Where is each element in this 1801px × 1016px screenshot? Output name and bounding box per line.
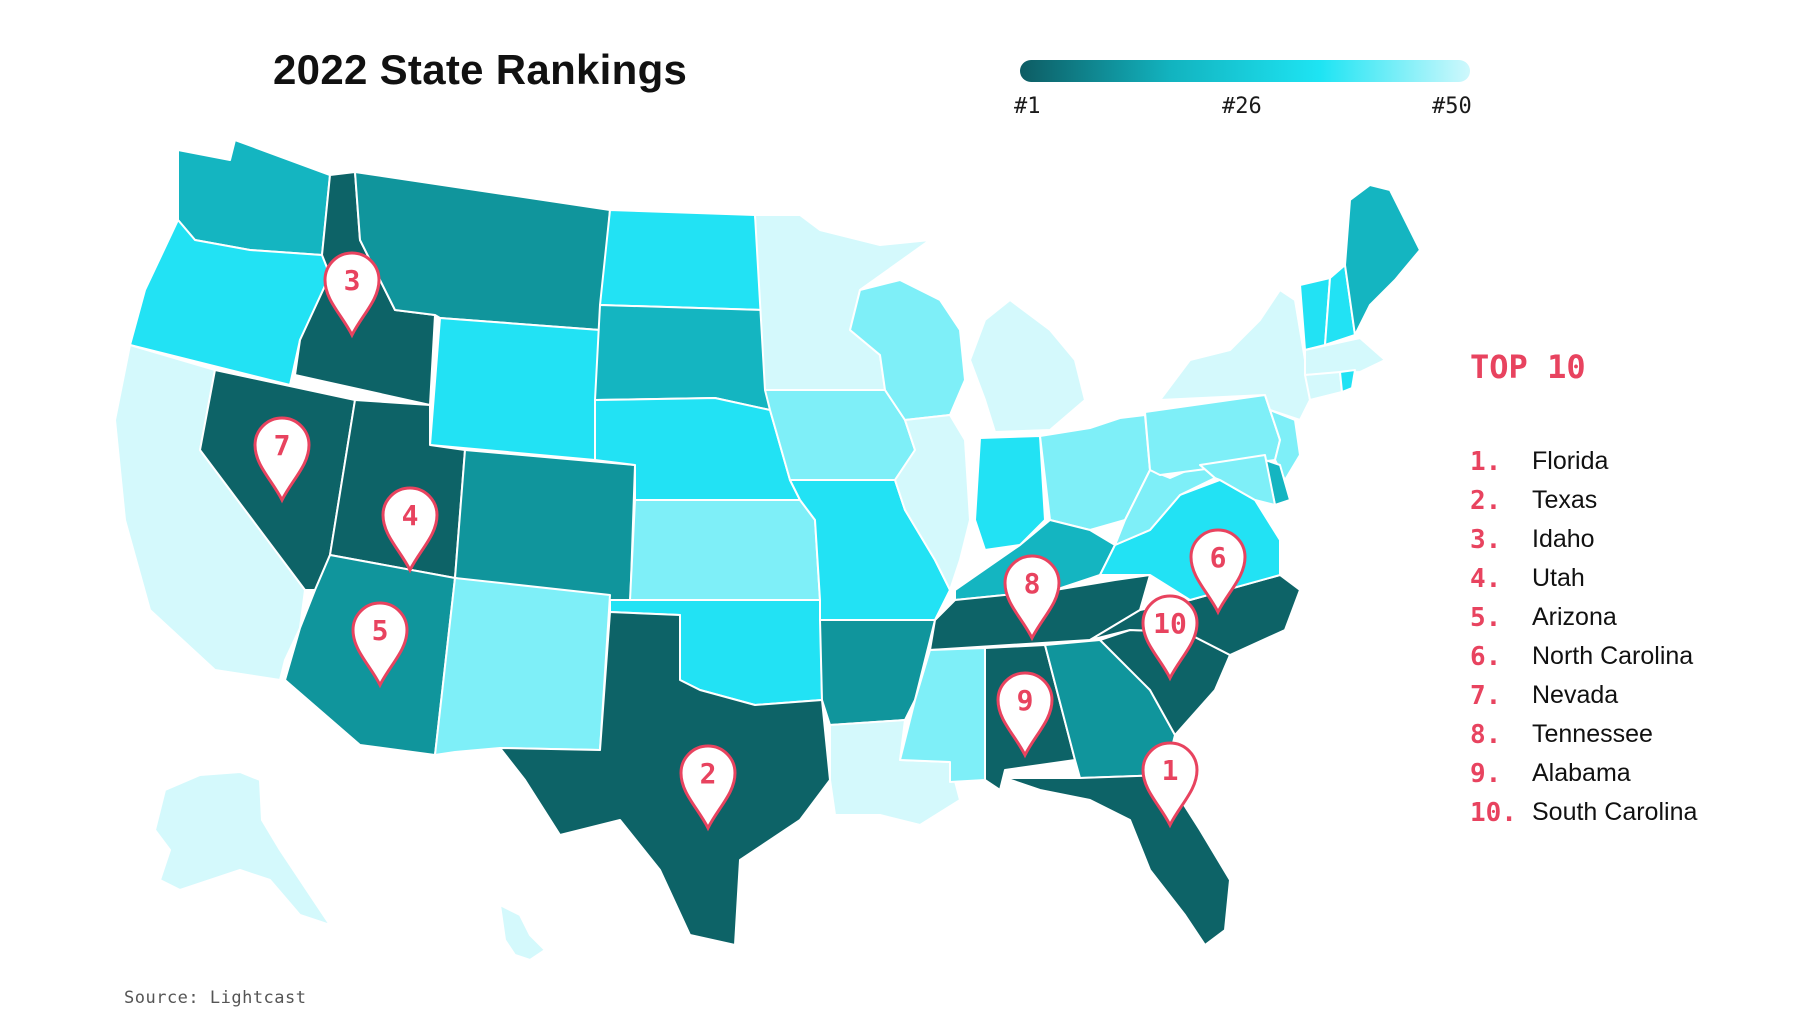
state-hawaii[interactable] — [499, 904, 546, 961]
state-south-dakota[interactable] — [594, 304, 771, 411]
state-texas[interactable] — [499, 611, 831, 946]
state-maryland[interactable] — [1199, 454, 1276, 506]
state-connecticut[interactable] — [1304, 371, 1343, 401]
list-item: 2. Texas — [1470, 481, 1697, 520]
state-kansas[interactable] — [629, 499, 821, 601]
state-name: South Carolina — [1532, 798, 1698, 826]
state-washington[interactable] — [177, 139, 331, 256]
legend-tick-middle: #26 — [1222, 94, 1262, 119]
list-item: 4. Utah — [1470, 559, 1697, 598]
state-massachusetts[interactable] — [1304, 337, 1386, 376]
map-title: 2022 State Rankings — [273, 46, 688, 93]
rank-color-scale — [1020, 60, 1470, 82]
pin-rank-label: 5 — [372, 614, 389, 647]
rank-pin-9[interactable]: 9 — [996, 671, 1054, 759]
state-north-dakota[interactable] — [599, 209, 766, 311]
list-item: 7. Nevada — [1470, 676, 1697, 715]
map-pin-icon — [1141, 594, 1199, 682]
rank-pin-1[interactable]: 1 — [1141, 741, 1199, 829]
state-iowa[interactable] — [764, 389, 916, 481]
state-name: Tennessee — [1532, 720, 1653, 748]
map-pin-icon — [1189, 528, 1247, 616]
map-pin-icon — [1003, 554, 1061, 642]
rank-number: 6. — [1470, 641, 1502, 672]
state-name: Nevada — [1532, 681, 1619, 709]
legend-tick-first: #1 — [1014, 94, 1041, 119]
state-rhode-island[interactable] — [1339, 369, 1356, 393]
state-name: North Carolina — [1532, 642, 1694, 670]
map-pin-icon — [679, 744, 737, 832]
state-alaska[interactable] — [154, 771, 331, 926]
map-pin-icon — [253, 416, 311, 504]
state-maine[interactable] — [1344, 184, 1421, 336]
rank-pin-4[interactable]: 4 — [381, 486, 439, 574]
map-pin-icon — [1141, 741, 1199, 829]
map-pin-icon — [323, 251, 381, 339]
pin-rank-label: 4 — [402, 499, 419, 532]
state-montana[interactable] — [354, 171, 611, 331]
state-name: Utah — [1532, 564, 1585, 592]
list-item: 3. Idaho — [1470, 520, 1697, 559]
pin-rank-label: 9 — [1017, 684, 1034, 717]
pin-rank-label: 7 — [274, 429, 291, 462]
map-pin-icon — [351, 601, 409, 689]
rank-number: 4. — [1470, 563, 1502, 594]
rank-number: 9. — [1470, 758, 1502, 789]
rank-pin-6[interactable]: 6 — [1189, 528, 1247, 616]
pin-rank-label: 1 — [1162, 754, 1179, 787]
rank-number: 1. — [1470, 446, 1502, 477]
rank-pin-7[interactable]: 7 — [253, 416, 311, 504]
rank-number: 7. — [1470, 680, 1502, 711]
state-name: Florida — [1532, 447, 1609, 475]
state-michigan[interactable] — [969, 299, 1086, 433]
map-pin-icon — [381, 486, 439, 574]
list-item: 6. North Carolina — [1470, 637, 1697, 676]
state-wyoming[interactable] — [429, 317, 601, 461]
pin-rank-label: 6 — [1210, 541, 1227, 574]
rank-pin-2[interactable]: 2 — [679, 744, 737, 832]
state-name: Idaho — [1532, 525, 1595, 553]
legend-tick-last: #50 — [1432, 94, 1472, 119]
rank-pin-3[interactable]: 3 — [323, 251, 381, 339]
rank-number: 10. — [1470, 797, 1517, 828]
rank-number: 8. — [1470, 719, 1502, 750]
top-10-list: 1. Florida 2. Texas 3. Idaho 4. Utah 5. Arizo… — [1470, 442, 1697, 832]
state-name: Arizona — [1532, 603, 1617, 631]
pin-rank-label: 3 — [344, 264, 361, 297]
top-10-heading: TOP 10 — [1470, 348, 1586, 386]
list-item: 9. Alabama — [1470, 754, 1697, 793]
pin-rank-label: 10 — [1153, 607, 1187, 640]
rank-number: 3. — [1470, 524, 1502, 555]
state-louisiana[interactable] — [829, 719, 961, 826]
pin-rank-label: 8 — [1024, 567, 1041, 600]
rank-pin-10[interactable]: 10 — [1141, 594, 1199, 682]
rank-number: 2. — [1470, 485, 1502, 516]
list-item: 1. Florida — [1470, 442, 1697, 481]
pin-rank-label: 2 — [700, 757, 717, 790]
state-new-york[interactable] — [1159, 289, 1311, 421]
map-pin-icon — [996, 671, 1054, 759]
state-new-mexico[interactable] — [434, 577, 611, 756]
list-item: 8. Tennessee — [1470, 715, 1697, 754]
rank-number: 5. — [1470, 602, 1502, 633]
rank-pin-8[interactable]: 8 — [1003, 554, 1061, 642]
state-florida[interactable] — [1004, 774, 1231, 946]
state-illinois[interactable] — [894, 414, 971, 591]
list-item: 10. South Carolina — [1470, 793, 1697, 832]
state-name: Alabama — [1532, 759, 1631, 787]
state-name: Texas — [1532, 486, 1598, 514]
source-note: Source: Lightcast — [124, 988, 307, 1008]
list-item: 5. Arizona — [1470, 598, 1697, 637]
rank-pin-5[interactable]: 5 — [351, 601, 409, 689]
